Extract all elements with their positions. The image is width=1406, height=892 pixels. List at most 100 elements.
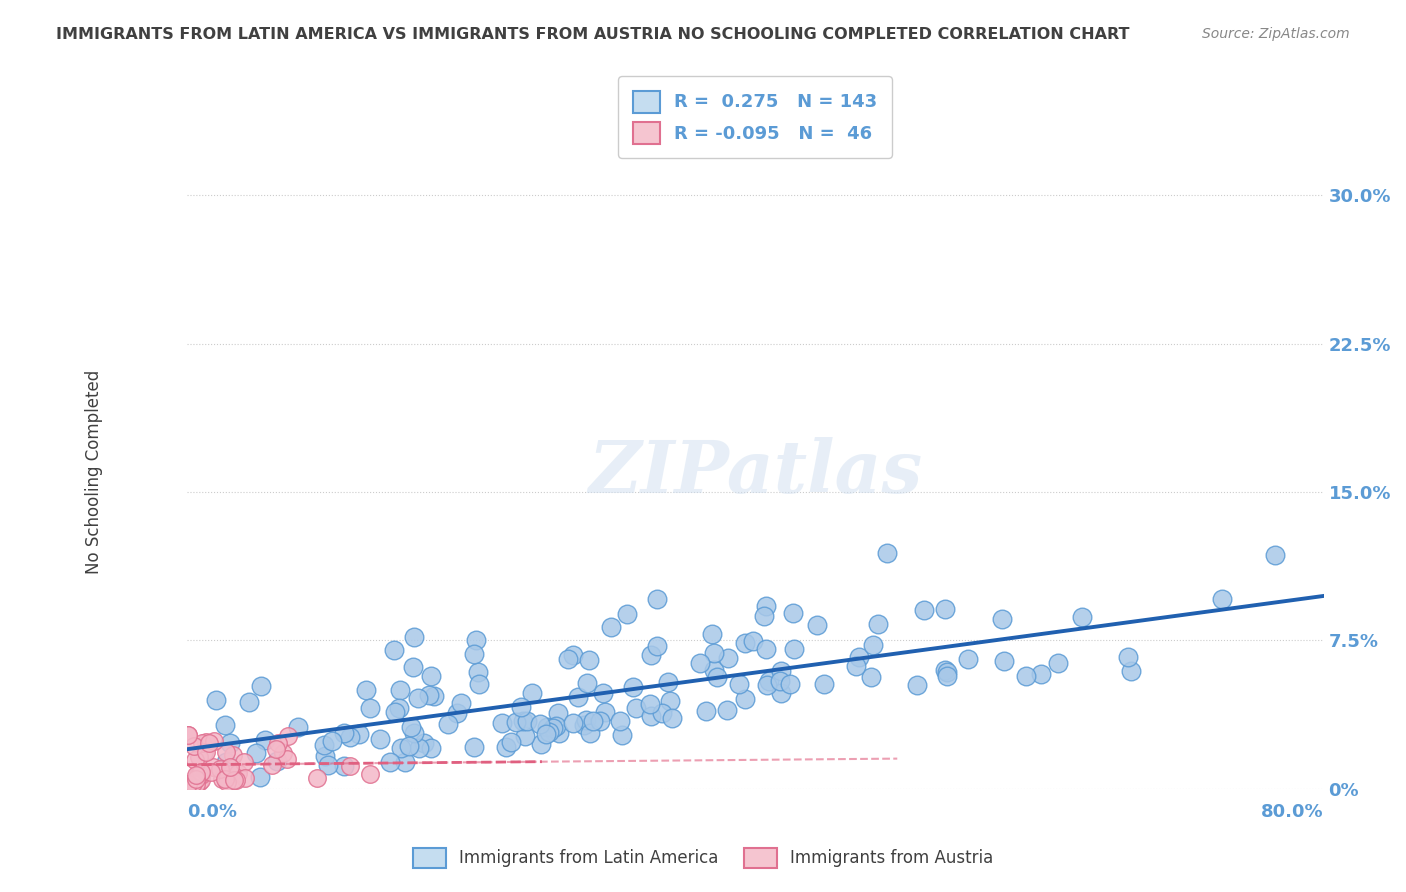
Point [769,673,792,688]
Point [398,739,420,753]
Point [215,745,238,759]
Point [193,745,215,759]
Point [214,717,236,731]
Point [934,663,956,677]
Point [783,641,806,656]
Point [202,760,225,774]
Point [1121,664,1143,678]
Point [181,776,204,790]
Point [1211,591,1233,606]
Point [935,669,957,683]
Point [717,651,740,665]
Point [534,727,557,741]
Point [703,663,725,677]
Point [640,648,662,662]
Point [211,772,233,787]
Point [905,678,928,692]
Point [657,675,679,690]
Point [266,755,288,769]
Point [287,720,309,734]
Point [249,770,271,784]
Point [491,716,513,731]
Point [512,714,534,728]
Point [271,746,294,760]
Point [200,764,222,779]
Point [418,688,440,702]
Point [202,734,225,748]
Point [266,742,288,756]
Point [495,739,517,754]
Point [249,679,271,693]
Point [616,607,638,621]
Point [184,777,207,791]
Point [813,676,835,690]
Y-axis label: No Schooling Completed: No Schooling Completed [86,370,103,574]
Point [621,681,644,695]
Point [188,749,211,764]
Point [562,648,585,662]
Point [389,740,412,755]
Point [755,599,778,614]
Point [505,715,527,730]
Point [609,714,631,728]
Point [221,766,243,780]
Point [769,686,792,700]
Point [187,768,209,782]
Point [420,741,443,756]
Point [1264,548,1286,562]
Point [277,730,299,744]
Point [208,762,231,776]
Text: 0.0%: 0.0% [187,803,236,821]
Point [467,665,489,679]
Point [862,638,884,652]
Point [638,697,661,711]
Point [779,676,801,690]
Point [782,606,804,620]
Point [845,658,868,673]
Point [232,756,254,770]
Point [245,746,267,760]
Point [703,646,725,660]
Point [183,739,205,753]
Point [575,713,598,727]
Point [530,737,553,751]
Point [321,734,343,748]
Point [450,697,472,711]
Point [1015,668,1038,682]
Point [537,725,560,739]
Legend: R =  0.275   N = 143, R = -0.095   N =  46: R = 0.275 N = 143, R = -0.095 N = 46 [619,76,891,158]
Point [548,725,571,739]
Point [388,700,411,714]
Point [770,664,793,678]
Point [859,670,882,684]
Point [307,771,329,785]
Point [412,736,434,750]
Point [333,726,356,740]
Point [333,759,356,773]
Point [184,772,207,786]
Point [579,726,602,740]
Point [689,657,711,671]
Point [876,546,898,560]
Point [228,766,250,780]
Point [215,755,238,769]
Point [437,716,460,731]
Point [610,729,633,743]
Point [624,701,647,715]
Point [866,616,889,631]
Point [589,714,612,729]
Point [758,673,780,688]
Point [647,640,669,654]
Point [463,739,485,754]
Point [184,768,207,782]
Point [695,704,717,718]
Point [260,757,283,772]
Point [755,642,778,657]
Text: Source: ZipAtlas.com: Source: ZipAtlas.com [1202,27,1350,41]
Point [177,729,200,743]
Point [463,647,485,661]
Point [516,714,538,728]
Point [734,691,756,706]
Point [499,735,522,749]
Point [195,746,218,760]
